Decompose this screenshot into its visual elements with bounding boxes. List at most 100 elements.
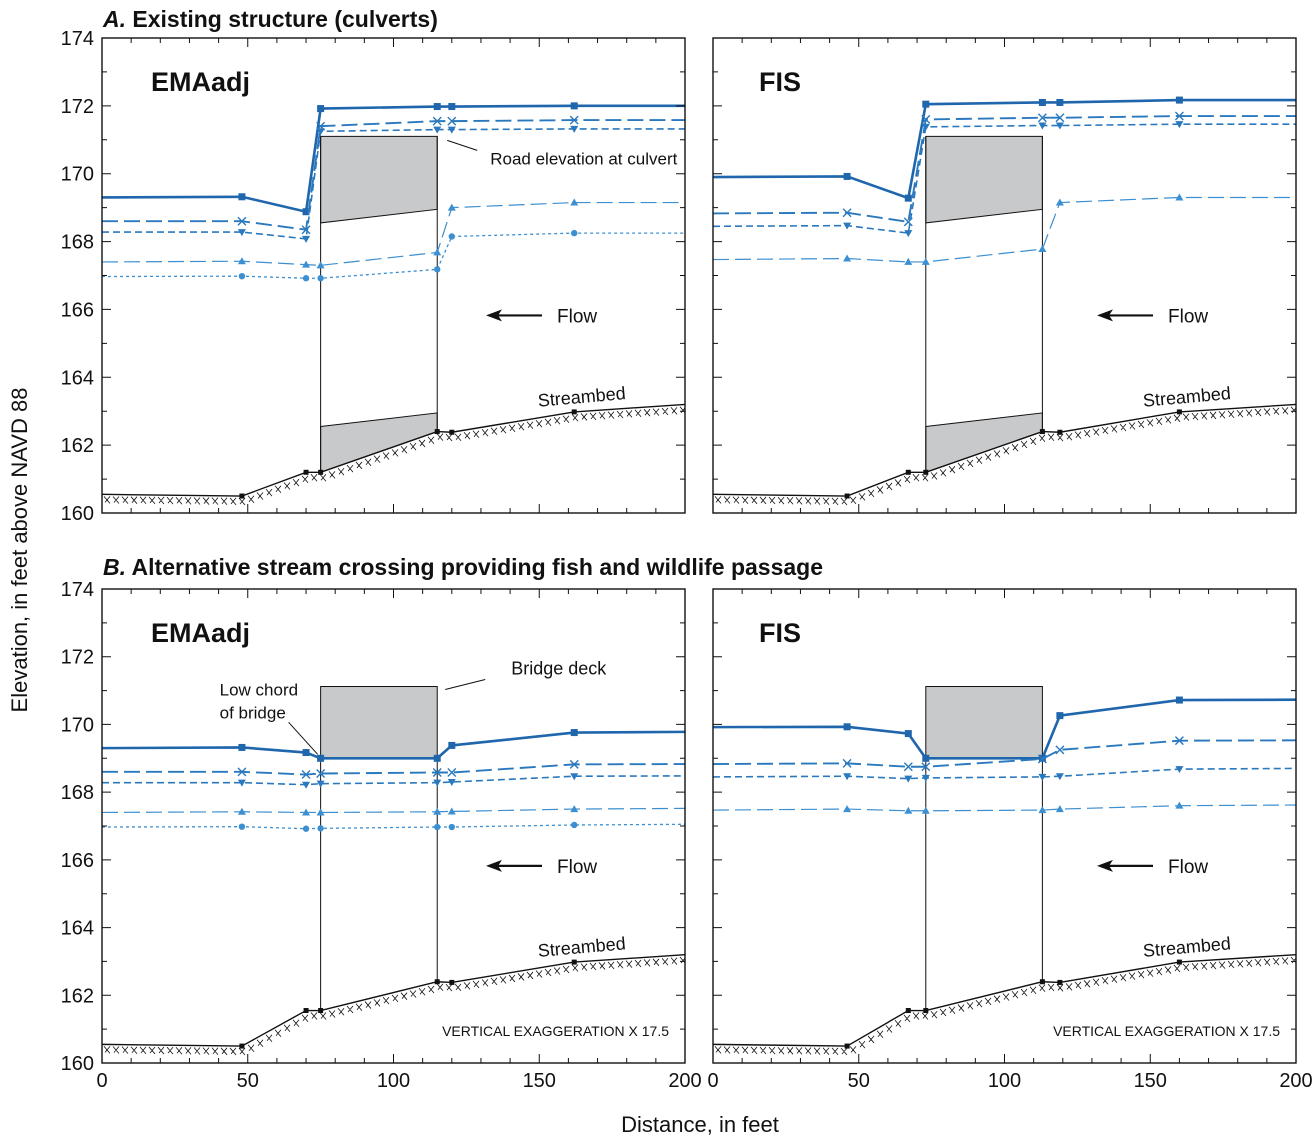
streambed-point (449, 429, 455, 435)
x-tick-label: 200 (1279, 1070, 1312, 1092)
series-longdash-thin (102, 805, 685, 816)
marker-triangle-up (921, 257, 930, 265)
marker-square (843, 723, 851, 731)
marker-circle (448, 233, 455, 240)
streambed-point (434, 979, 440, 985)
flow-label: Flow (557, 306, 597, 327)
plot-panel-a-emaadj: 160 162 164 166 168 170 172 174 EMAadj Flow Stream… (61, 28, 686, 525)
streambed-hatching (714, 406, 1296, 506)
series-line (102, 104, 685, 214)
marker-triangle-down (1175, 766, 1184, 774)
marker-circle (238, 823, 246, 830)
y-tick-label: 168 (61, 232, 94, 254)
marker-triangle-down (433, 126, 442, 134)
series-longdash (713, 736, 1296, 772)
y-tick-label: 174 (61, 579, 94, 601)
streambed-point (1039, 979, 1045, 985)
marker-x (921, 762, 931, 772)
panel-a-title: A. Existing structure (culverts) (102, 6, 438, 32)
marker-x (432, 116, 442, 126)
tick-marks (712, 37, 1297, 514)
streambed-line (102, 953, 685, 1047)
x-tick-label: 50 (237, 1070, 259, 1092)
marker-circle (302, 825, 310, 832)
marker-x (301, 770, 311, 780)
marker-square (302, 749, 310, 757)
series-solid (102, 729, 685, 762)
marker-square (570, 102, 578, 110)
marker-triangle-down (237, 779, 246, 787)
plot-area (713, 96, 1296, 506)
road-callout-label: Road elevation at culvert (490, 149, 677, 168)
marker-triangle-down (302, 781, 311, 789)
flow-arrow-head (1097, 309, 1113, 322)
streambed-point (1057, 979, 1063, 985)
series-longdash (713, 111, 1296, 227)
series-dot (102, 229, 685, 282)
y-tick-label: 164 (61, 918, 94, 940)
streambed-point (923, 1008, 929, 1014)
streambed-line (102, 403, 685, 497)
series-longdash-thin (713, 193, 1296, 265)
plot-frame (712, 588, 1297, 1064)
marker-square (904, 194, 912, 202)
marker-square (448, 103, 456, 111)
x-tick-label: 0 (707, 1070, 718, 1092)
marker-triangle-up (921, 806, 930, 814)
flow-arrow-head (486, 309, 502, 322)
marker-triangle-down (843, 222, 852, 230)
series-dot (102, 821, 685, 832)
marker-triangle-up (302, 260, 311, 268)
streambed-point (1057, 429, 1063, 435)
marker-triangle-down (843, 773, 852, 781)
marker-triangle-down (302, 235, 311, 243)
streambed-hatch-strokes (103, 406, 685, 506)
tick-marks (101, 37, 686, 514)
marker-triangle-up (1175, 801, 1184, 809)
marker-triangle-up (1038, 806, 1047, 814)
marker-triangle-down (1175, 121, 1184, 129)
marker-square (448, 741, 456, 749)
marker-square (904, 730, 912, 738)
y-tick-label: 162 (61, 435, 94, 457)
marker-x (1037, 754, 1047, 764)
marker-x (569, 759, 579, 769)
marker-triangle-up (843, 254, 852, 262)
streambed-point (905, 469, 911, 475)
tick-marks (101, 588, 686, 1064)
marker-circle (571, 821, 578, 829)
flow-label: Flow (1168, 857, 1208, 878)
x-tick-label: 100 (377, 1070, 410, 1092)
streambed-point (1176, 959, 1182, 965)
y-axis-label: Elevation, in feet above NAVD 88 (7, 388, 32, 713)
marker-x (447, 116, 457, 126)
streambed-hatching (103, 956, 685, 1056)
marker-triangle-up (904, 806, 913, 814)
marker-triangle-up (237, 807, 246, 815)
streambed-label: Streambed (1142, 933, 1231, 961)
series-line (713, 739, 1296, 768)
marker-triangle-up (843, 805, 852, 813)
marker-x (921, 114, 931, 124)
streambed-point (844, 493, 850, 499)
vertical-exaggeration-note: VERTICAL EXAGGERATION X 17.5 (1053, 1023, 1280, 1039)
x-tick-label: 100 (988, 1070, 1021, 1092)
marker-circle (317, 275, 324, 282)
streambed-point (923, 469, 929, 475)
marker-triangle-up (316, 261, 325, 269)
road-embankment (320, 135, 438, 224)
streambed-hatching (103, 406, 685, 506)
marker-square (433, 103, 441, 111)
y-tick-label: 166 (61, 850, 94, 872)
plot-panel-a-fis: FIS Flow Streambed (712, 37, 1297, 514)
series-line (102, 119, 685, 231)
marker-x (1037, 113, 1047, 123)
plot-area (102, 102, 685, 506)
flow-label: Flow (1168, 306, 1208, 327)
marker-x (447, 768, 457, 778)
x-tick-label: 50 (848, 1070, 870, 1092)
streambed-point (571, 409, 577, 415)
bridge-deck (925, 686, 1043, 759)
marker-x (1174, 736, 1184, 746)
